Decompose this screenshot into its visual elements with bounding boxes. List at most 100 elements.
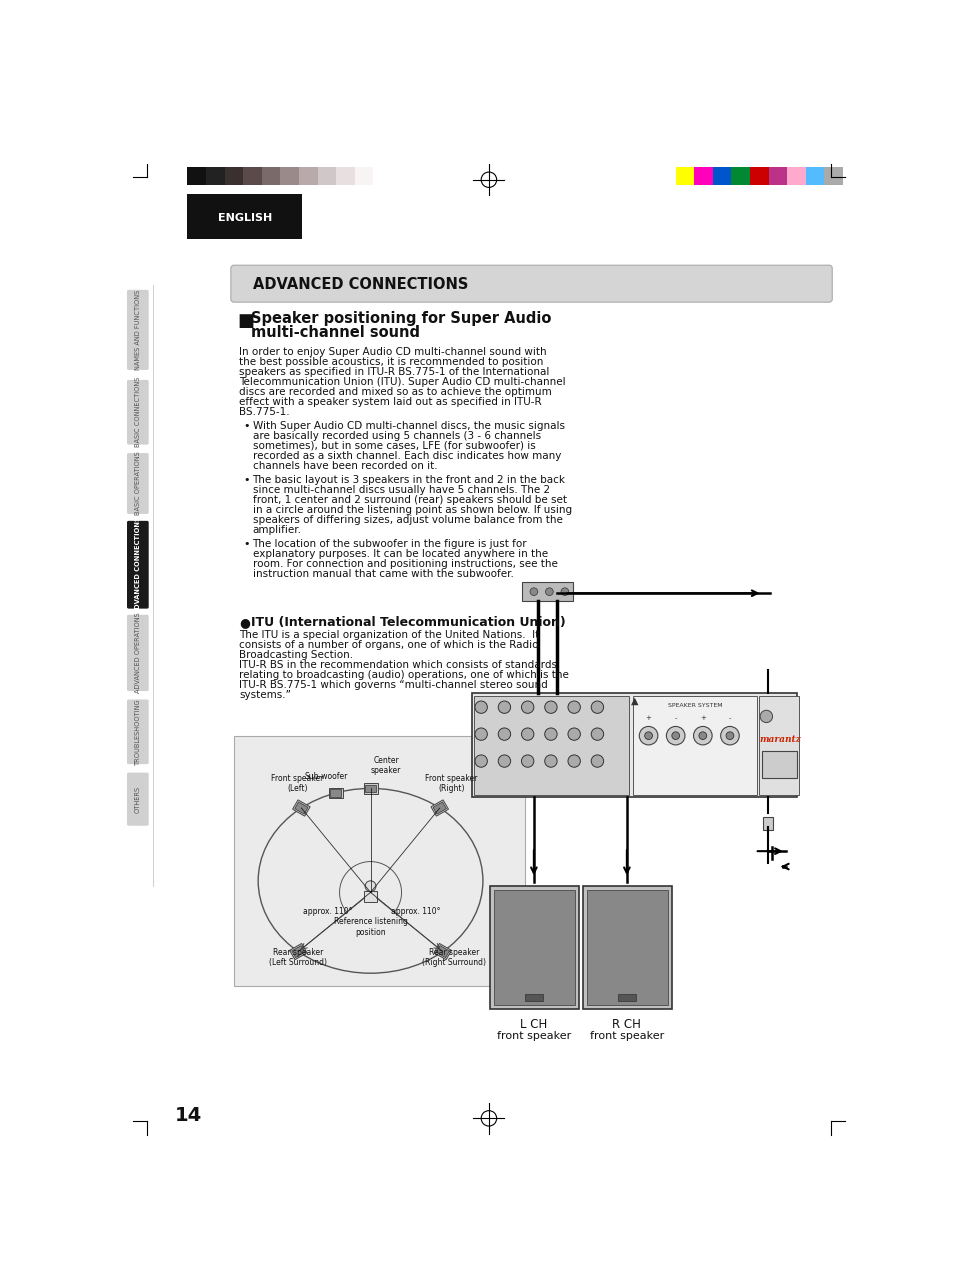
Text: Broadcasting Section.: Broadcasting Section.: [239, 651, 354, 660]
Circle shape: [530, 588, 537, 595]
Circle shape: [521, 701, 534, 714]
Text: The basic layout is 3 speakers in the front and 2 in the back: The basic layout is 3 speakers in the fr…: [253, 475, 565, 485]
Text: front, 1 center and 2 surround (rear) speakers should be set: front, 1 center and 2 surround (rear) sp…: [253, 495, 566, 504]
Text: Sub-woofer: Sub-woofer: [305, 772, 348, 781]
Text: BASIC OPERATIONS: BASIC OPERATIONS: [134, 451, 141, 516]
Circle shape: [591, 755, 603, 768]
Circle shape: [639, 727, 658, 745]
Bar: [493, 890, 575, 1006]
Bar: [329, 787, 342, 799]
Bar: [365, 784, 375, 792]
Circle shape: [497, 701, 510, 714]
FancyBboxPatch shape: [127, 379, 149, 445]
Bar: [434, 944, 451, 959]
Text: ■: ■: [236, 312, 253, 331]
Bar: [617, 994, 636, 1002]
Text: TROUBLESHOOTING: TROUBLESHOOTING: [134, 698, 141, 765]
Text: NAMES AND FUNCTIONS: NAMES AND FUNCTIONS: [134, 289, 141, 370]
Text: R CH: R CH: [612, 1019, 640, 1031]
Bar: [805, 167, 823, 185]
Bar: [364, 891, 376, 901]
Bar: [335, 167, 355, 185]
Circle shape: [666, 727, 684, 745]
Text: marantz: marantz: [759, 736, 801, 745]
Circle shape: [497, 728, 510, 741]
Text: Center
speaker: Center speaker: [371, 756, 401, 775]
Text: In order to enjoy Super Audio CD multi-channel sound with: In order to enjoy Super Audio CD multi-c…: [239, 347, 546, 356]
Text: ENGLISH: ENGLISH: [217, 213, 272, 224]
Text: channels have been recorded on it.: channels have been recorded on it.: [253, 460, 436, 471]
Text: effect with a speaker system laid out as specified in ITU-R: effect with a speaker system laid out as…: [239, 397, 541, 406]
Circle shape: [475, 728, 487, 741]
Bar: [823, 167, 842, 185]
Circle shape: [567, 728, 579, 741]
Bar: [355, 167, 373, 185]
Text: room. For connection and positioning instructions, see the: room. For connection and positioning ins…: [253, 558, 557, 568]
Text: •: •: [243, 539, 250, 549]
Bar: [489, 886, 578, 1010]
Text: ADVANCED CONNECTIONS: ADVANCED CONNECTIONS: [134, 516, 141, 613]
Text: amplifier.: amplifier.: [253, 525, 301, 535]
Text: multi-channel sound: multi-channel sound: [251, 325, 419, 341]
Bar: [749, 167, 768, 185]
FancyBboxPatch shape: [127, 615, 149, 691]
Text: speakers as specified in ITU-R BS.775-1 of the International: speakers as specified in ITU-R BS.775-1 …: [239, 367, 549, 377]
Text: consists of a number of organs, one of which is the Radio: consists of a number of organs, one of w…: [239, 640, 538, 651]
Text: BS.775-1.: BS.775-1.: [239, 406, 290, 417]
Text: •: •: [243, 421, 250, 431]
Text: systems.”: systems.”: [239, 691, 291, 701]
Circle shape: [567, 755, 579, 768]
Text: +: +: [645, 715, 651, 721]
Text: SPEAKER SYSTEM: SPEAKER SYSTEM: [667, 703, 721, 709]
Text: ITU-R BS in the recommendation which consists of standards: ITU-R BS in the recommendation which con…: [239, 660, 557, 670]
Text: sometimes), but in some cases, LFE (for subwoofer) is: sometimes), but in some cases, LFE (for …: [253, 441, 535, 451]
Bar: [436, 945, 449, 958]
Text: relating to broadcasting (audio) operations, one of which is the: relating to broadcasting (audio) operati…: [239, 670, 569, 680]
Bar: [633, 696, 757, 795]
Bar: [243, 167, 261, 185]
Text: front speaker: front speaker: [589, 1030, 663, 1040]
Circle shape: [591, 728, 603, 741]
Bar: [292, 945, 305, 958]
Text: instruction manual that came with the subwoofer.: instruction manual that came with the su…: [253, 568, 513, 579]
Circle shape: [521, 728, 534, 741]
Bar: [472, 693, 797, 797]
Text: Rear speaker
(Left Surround): Rear speaker (Left Surround): [269, 948, 327, 967]
Text: in a circle around the listening point as shown below. If using: in a circle around the listening point a…: [253, 504, 571, 514]
Circle shape: [544, 755, 557, 768]
Bar: [474, 696, 629, 795]
Text: L CH: L CH: [519, 1019, 547, 1031]
Text: +: +: [700, 715, 705, 721]
Circle shape: [497, 755, 510, 768]
Text: With Super Audio CD multi-channel discs, the music signals: With Super Audio CD multi-channel discs,…: [253, 421, 564, 431]
Circle shape: [591, 701, 603, 714]
Text: •: •: [243, 475, 250, 485]
Circle shape: [644, 732, 652, 739]
Bar: [731, 167, 749, 185]
FancyBboxPatch shape: [231, 265, 831, 302]
Bar: [768, 167, 786, 185]
Bar: [330, 790, 341, 797]
Bar: [762, 817, 772, 831]
Bar: [675, 167, 694, 185]
Circle shape: [567, 701, 579, 714]
Text: ITU-R BS.775-1 which governs “multi-channel stereo sound: ITU-R BS.775-1 which governs “multi-chan…: [239, 680, 548, 691]
Text: ▲: ▲: [630, 696, 638, 706]
Bar: [187, 167, 206, 185]
Circle shape: [544, 728, 557, 741]
Text: Speaker positioning for Super Audio: Speaker positioning for Super Audio: [251, 311, 551, 327]
Bar: [433, 802, 446, 814]
Bar: [431, 800, 448, 817]
Bar: [187, 194, 302, 239]
Circle shape: [545, 588, 553, 595]
Circle shape: [475, 755, 487, 768]
Text: Front speaker
(Right): Front speaker (Right): [425, 774, 477, 793]
Circle shape: [544, 701, 557, 714]
Circle shape: [671, 732, 679, 739]
Text: ●: ●: [239, 616, 250, 629]
Circle shape: [521, 755, 534, 768]
Bar: [758, 696, 798, 795]
Text: 14: 14: [174, 1106, 202, 1125]
Text: speakers of differing sizes, adjust volume balance from the: speakers of differing sizes, adjust volu…: [253, 514, 562, 525]
Text: -: -: [674, 715, 677, 721]
